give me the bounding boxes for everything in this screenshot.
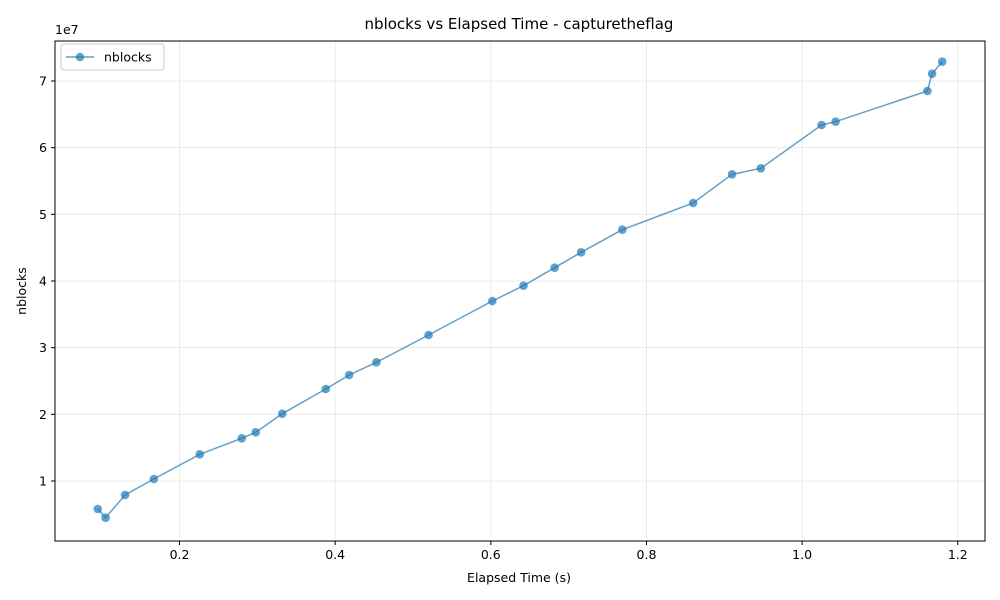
data-point <box>519 281 528 290</box>
x-tick-label: 1.0 <box>792 547 812 562</box>
data-point <box>251 428 261 437</box>
data-point <box>817 120 826 130</box>
data-point <box>120 490 130 500</box>
x-tick-label: 0.4 <box>325 547 345 562</box>
x-axis-label: Elapsed Time (s) <box>467 570 571 585</box>
chart-title: nblocks vs Elapsed Time - capturetheflag <box>365 15 674 33</box>
data-point <box>550 263 559 272</box>
data-point <box>195 450 205 459</box>
y-tick-label: 1 <box>39 474 47 489</box>
y-axis-ticks: 1 2 3 4 5 6 7 <box>39 74 55 489</box>
y-tick-label: 7 <box>39 74 47 89</box>
x-tick-label: 1.2 <box>948 547 968 562</box>
legend-marker <box>75 52 85 62</box>
data-point <box>488 296 497 306</box>
y-axis-label: nblocks <box>14 267 29 315</box>
y-tick-label: 5 <box>39 207 47 222</box>
series-layer <box>93 57 947 522</box>
plot-frame <box>54 40 986 542</box>
data-point <box>831 117 840 126</box>
data-point <box>101 513 110 522</box>
data-point <box>277 409 287 418</box>
y-tick-label: 3 <box>39 340 47 355</box>
data-point <box>618 225 627 234</box>
data-point <box>927 69 937 78</box>
data-point <box>756 164 766 173</box>
legend-box <box>60 43 165 71</box>
data-point <box>149 474 159 484</box>
y-tick-label: 2 <box>39 407 47 422</box>
grid <box>55 41 985 541</box>
y-tick-label: 6 <box>39 140 47 155</box>
y-offset-label: 1e7 <box>55 22 79 37</box>
x-tick-label: 0.6 <box>481 547 501 562</box>
data-point <box>424 330 433 340</box>
legend-label: nblocks <box>104 50 152 65</box>
x-tick-label: 0.8 <box>637 547 657 562</box>
y-tick-label: 4 <box>39 274 47 289</box>
data-point <box>93 504 103 514</box>
data-point <box>237 434 247 443</box>
data-point <box>937 57 947 66</box>
data-point <box>688 198 698 208</box>
data-point <box>923 86 932 96</box>
x-axis-ticks: 0.2 0.4 0.6 0.8 1.0 1.2 <box>170 541 968 562</box>
data-point <box>727 170 737 179</box>
data-point <box>321 384 331 394</box>
data-point <box>372 358 381 367</box>
data-point <box>576 248 586 257</box>
legend: nblocks <box>60 43 165 71</box>
data-point <box>344 370 354 380</box>
x-tick-label: 0.2 <box>170 547 190 562</box>
